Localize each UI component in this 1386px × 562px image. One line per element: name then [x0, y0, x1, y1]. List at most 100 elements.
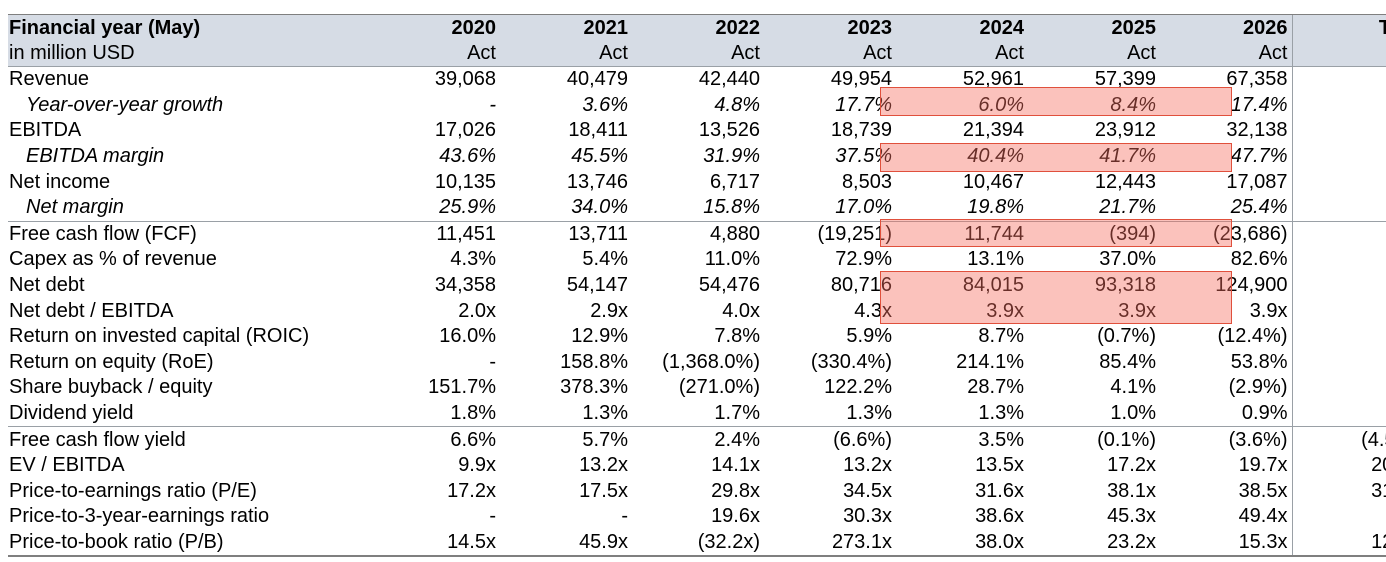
cell-value: 1.3%	[846, 402, 892, 425]
cell-value: 13,526	[698, 119, 760, 142]
table-row-roe: Return on equity (RoE) - 158.8% (1,368.0%) (…	[8, 349, 1386, 376]
cell-value: 28.7%	[967, 376, 1024, 399]
cell-value: (6.6%)	[764, 426, 896, 453]
cell-value: (3.6%)	[1160, 426, 1292, 453]
cell-value: 4.3%	[450, 248, 496, 271]
cell-value: (330.4%)	[810, 350, 892, 373]
cell-value: 17.0%	[835, 196, 892, 219]
cell-value: 34.0%	[571, 196, 628, 219]
ttm-value: -	[1291, 169, 1386, 195]
row-label: Price-to-earnings ratio (P/E)	[9, 479, 257, 502]
ttm-value: -	[1291, 504, 1386, 530]
table-row-ebitda-margin: EBITDA margin 43.6% 45.5% 31.9% 37.5% 40.4% 41…	[8, 143, 1386, 170]
header-row-status: in million USD Act Act Act Act Act Act A…	[8, 41, 1386, 67]
row-label: Revenue	[8, 65, 368, 93]
table-row-roic: Return on invested capital (ROIC) 16.0% 12…	[8, 323, 1386, 350]
ttm-header: TTM	[1291, 14, 1386, 41]
cell-value: 1.8%	[450, 402, 496, 425]
year-header: 2025	[1028, 14, 1160, 41]
cell-value: 2.4%	[632, 426, 764, 453]
table-row-dividend-yield: Dividend yield 1.8% 1.3% 1.7% 1.3% 1.3% 1.0% 0.…	[8, 400, 1386, 427]
ttm-value: 12.3x	[1291, 529, 1386, 558]
ttm-value: -	[1291, 349, 1386, 376]
cell-value: 4.3x	[854, 299, 892, 322]
cell-value: 17.4%	[1230, 93, 1288, 116]
table-subtitle: in million USD	[8, 41, 368, 67]
year-header: 2024	[896, 14, 1028, 41]
cell-value: 1.7%	[714, 402, 760, 425]
status-header: Act	[632, 41, 764, 67]
ttm-value: -	[1291, 220, 1386, 248]
ttm-value: -	[1291, 65, 1386, 93]
cell-value: 49.4x	[1238, 505, 1288, 528]
cell-value: 18,739	[830, 119, 892, 142]
highlight-free-cash-flow	[880, 219, 1232, 247]
cell-value: 23.2x	[1028, 529, 1160, 558]
status-header: Act	[1028, 41, 1160, 67]
cell-value: 10,467	[962, 170, 1024, 193]
highlight-yoy-growth	[880, 87, 1232, 116]
cell-value: 45.9x	[500, 529, 632, 558]
status-header: Act	[368, 41, 500, 67]
cell-value: 29.8x	[711, 479, 760, 502]
status-header: Act	[1160, 41, 1292, 67]
cell-value: 19.7x	[1238, 454, 1288, 477]
cell-value: (271.0%)	[678, 376, 760, 399]
cell-value: 40,479	[500, 65, 632, 93]
cell-value: 13.2x	[579, 454, 628, 477]
cell-value: 21.7%	[1099, 196, 1156, 219]
row-label: Net income	[9, 170, 111, 193]
ttm-value: -	[1291, 118, 1386, 144]
cell-value: 14.5x	[368, 529, 500, 558]
row-label: Price-to-3-year-earnings ratio	[9, 505, 270, 528]
cell-value: 124,900	[1215, 274, 1288, 297]
cell-value: 1.3%	[978, 402, 1024, 425]
cell-value: 37.0%	[1099, 248, 1156, 271]
cell-value: 54,147	[566, 274, 628, 297]
cell-value: 3.9x	[1249, 299, 1288, 322]
cell-value: 17,087	[1226, 170, 1288, 193]
cell-value: 3.6%	[582, 93, 628, 116]
cell-value: 5.7%	[500, 426, 632, 453]
cell-value: 45.5%	[571, 145, 628, 168]
table-row-net-income: Net income 10,135 13,746 6,717 8,503 10,467 12…	[8, 169, 1386, 195]
cell-value: (12.4%)	[1217, 325, 1288, 348]
cell-value: 57,399	[1028, 65, 1160, 93]
cell-value: 47.7%	[1230, 145, 1288, 168]
cell-value: (394)	[1028, 220, 1160, 248]
cell-value: 9.9x	[458, 454, 496, 477]
cell-value: 54,476	[698, 274, 760, 297]
row-label: Share buyback / equity	[9, 376, 213, 399]
cell-value: 158.8%	[560, 350, 628, 373]
cell-value: 15.3x	[1160, 529, 1292, 558]
cell-value: 49,954	[764, 65, 896, 93]
year-header: 2021	[500, 14, 632, 41]
cell-value: 10,135	[434, 170, 496, 193]
cell-value: 43.6%	[439, 145, 496, 168]
year-header: 2023	[764, 14, 896, 41]
cell-value: 5.4%	[582, 248, 628, 271]
table-row-pe-ratio: Price-to-earnings ratio (P/E) 17.2x 17.5x 2…	[8, 478, 1386, 505]
cell-value: 12.9%	[571, 325, 628, 348]
cell-value: 25.9%	[439, 196, 496, 219]
cell-value: 93,318	[1094, 274, 1156, 297]
year-header: 2020	[368, 14, 500, 41]
cell-value: 6.6%	[368, 426, 500, 453]
cell-value: 3.5%	[896, 426, 1028, 453]
cell-value: 38.0x	[896, 529, 1028, 558]
table-row-ev-ebitda: EV / EBITDA 9.9x 13.2x 14.1x 13.2x 13.5x 17.2x…	[8, 452, 1386, 479]
cell-value: 0.9%	[1241, 402, 1288, 425]
cell-value: 5.9%	[846, 325, 892, 348]
cell-value: 2.0x	[458, 299, 496, 322]
row-label: Return on equity (RoE)	[9, 350, 214, 373]
table-row-share-buyback-equity: Share buyback / equity 151.7% 378.3% (271.0…	[8, 375, 1386, 401]
cell-value: (1,368.0%)	[662, 350, 760, 373]
ttm-value: -	[1291, 298, 1386, 324]
cell-value: 30.3x	[843, 505, 892, 528]
cell-value: 31.6x	[975, 479, 1024, 502]
cell-value: (32.2x)	[632, 529, 764, 558]
row-label: EV / EBITDA	[9, 454, 125, 477]
cell-value: -	[621, 505, 628, 528]
row-label: EBITDA margin	[26, 145, 165, 168]
cell-value: 17.2x	[447, 479, 496, 502]
